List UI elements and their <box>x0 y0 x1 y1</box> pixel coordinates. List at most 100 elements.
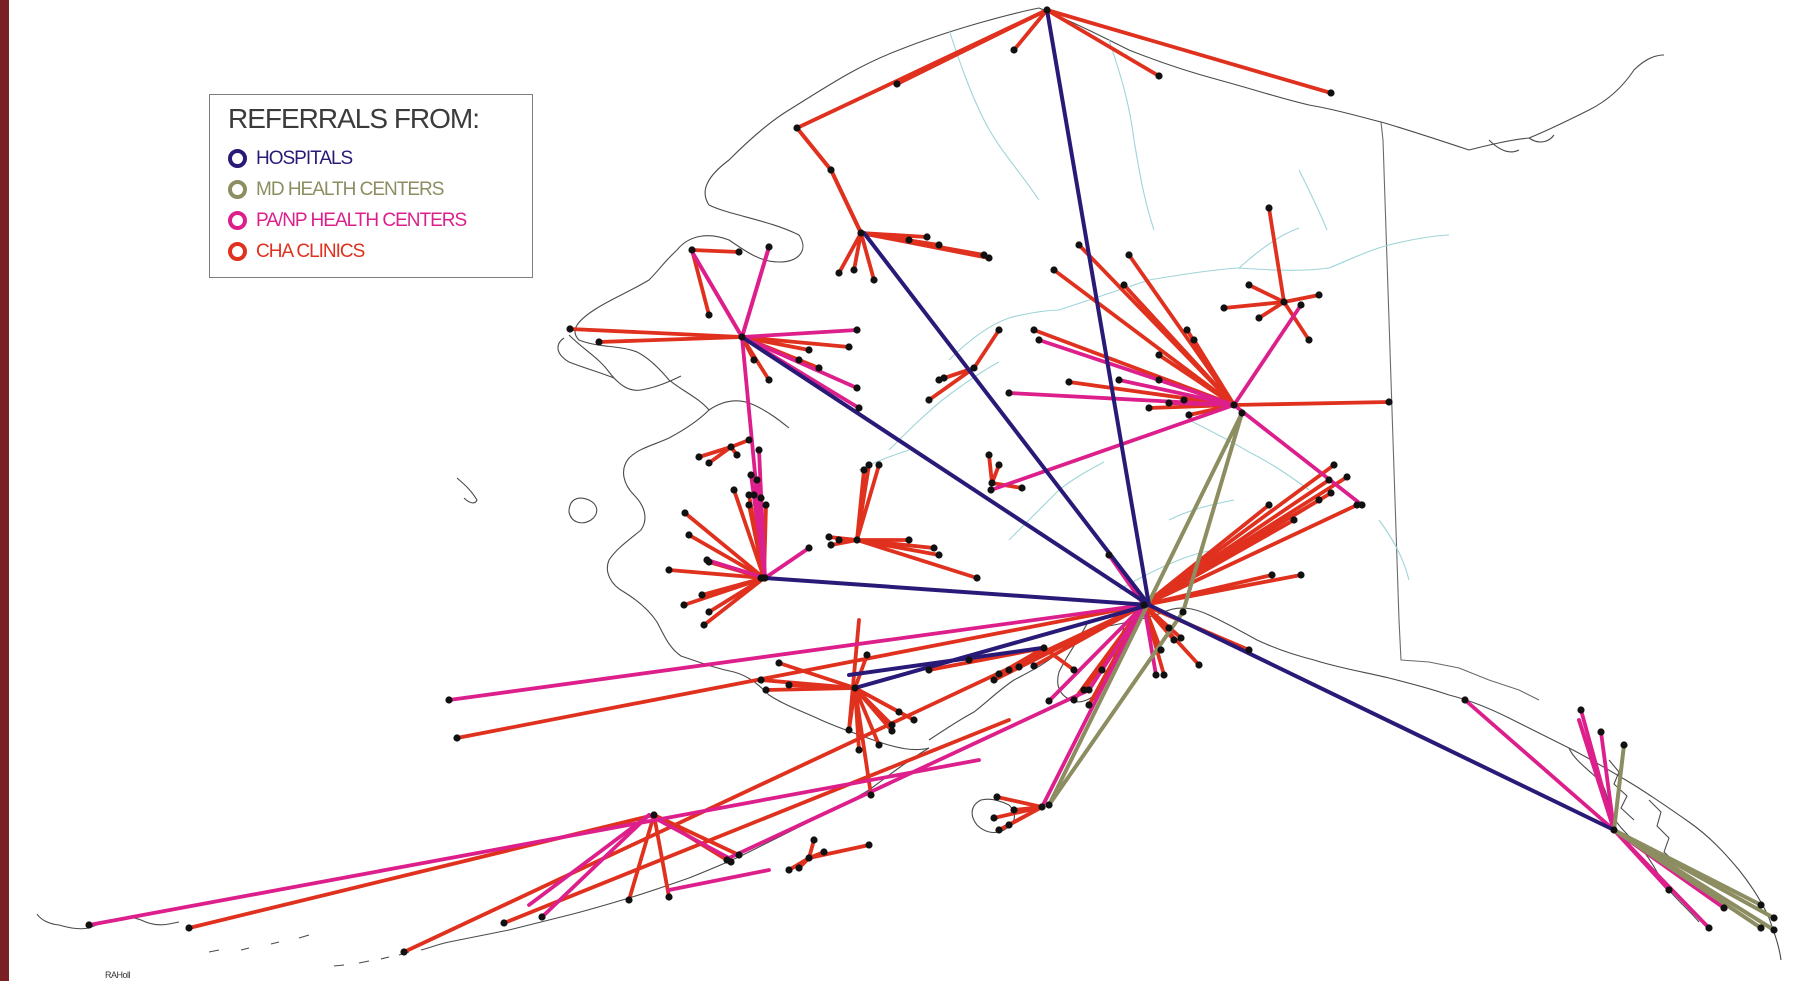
community-point <box>795 864 803 872</box>
cha-clinic-referral-line <box>687 533 766 580</box>
pa-np-referral-line <box>1232 303 1303 407</box>
community-point <box>1620 741 1628 749</box>
community-point <box>1343 473 1351 481</box>
community-point <box>1265 204 1273 212</box>
md-center-referral-line <box>1047 610 1185 807</box>
pa-np-referral-line <box>87 758 981 927</box>
community-point <box>865 841 873 849</box>
community-point <box>1030 662 1038 670</box>
community-point <box>1770 914 1778 922</box>
pa-np-referral-line <box>447 603 1146 702</box>
community-point <box>1010 46 1018 54</box>
cha-clinic-referral-line <box>1267 206 1286 304</box>
cha-clinic-referral-line <box>807 843 871 860</box>
community-point <box>1195 661 1203 669</box>
community-point <box>925 396 933 404</box>
community-point <box>810 836 818 844</box>
cha-clinic-referral-line <box>855 463 881 542</box>
community-point <box>865 461 873 469</box>
cha-clinic-referral-line <box>568 327 744 339</box>
pa-np-referral-line <box>1037 338 1236 407</box>
legend-label: PA/NP HEALTH CENTERS <box>256 209 467 231</box>
cha-clinic-referral-line <box>1247 283 1286 304</box>
author-credit: RAHoll <box>105 970 131 980</box>
community-point <box>1140 601 1148 609</box>
community-point <box>85 921 93 929</box>
legend-item-hospitals: HOSPITALS <box>228 143 532 174</box>
pa-np-referral-line <box>1612 828 1671 892</box>
community-point <box>757 574 765 582</box>
md-center-referral-line <box>1181 411 1244 614</box>
community-point <box>1155 376 1163 384</box>
pa-np-referral-line <box>667 868 771 892</box>
pa-np-referral-line <box>1142 603 1158 677</box>
community-point <box>805 854 813 862</box>
community-point <box>1075 241 1083 249</box>
community-point <box>765 243 773 251</box>
community-point <box>1297 301 1305 309</box>
cha-clinic-referral-line <box>1042 646 1076 672</box>
community-point <box>827 166 835 174</box>
hospital-referral-line <box>1045 8 1151 607</box>
community-point <box>1038 803 1046 811</box>
ring-icon <box>228 242 247 261</box>
pa-np-referral-line <box>647 813 731 860</box>
community-point <box>1290 516 1298 524</box>
community-point <box>1080 686 1088 694</box>
legend-item-md-health-centers: MD HEALTH CENTERS <box>228 174 532 205</box>
community-point <box>1155 72 1163 80</box>
cha-clinic-referral-line <box>855 538 979 580</box>
community-point <box>875 461 883 469</box>
community-point <box>1305 336 1313 344</box>
cha-clinic-referral-line <box>1257 300 1286 320</box>
legend-item-cha-clinics: CHA CLINICS <box>228 236 532 267</box>
cha-clinic-referral-line <box>597 335 744 344</box>
community-point <box>1005 821 1013 829</box>
community-point <box>827 541 835 549</box>
community-point <box>1245 281 1253 289</box>
community-point <box>835 536 843 544</box>
community-point <box>1610 826 1618 834</box>
pa-np-referral-line <box>1047 603 1146 703</box>
community-point <box>1070 666 1078 674</box>
cha-clinic-referral-line <box>652 813 741 857</box>
cha-clinic-referral-line <box>1282 300 1311 342</box>
community-point <box>745 436 753 444</box>
community-point <box>757 494 765 502</box>
community-point <box>400 948 408 956</box>
pa-np-referral-line <box>1040 603 1146 809</box>
community-point <box>1665 886 1673 894</box>
community-point <box>888 721 896 729</box>
community-point <box>735 851 743 859</box>
community-point <box>1035 336 1043 344</box>
pa-np-referral-line <box>689 248 744 339</box>
community-point <box>845 343 853 351</box>
md-center-referral-line <box>1612 828 1763 907</box>
community-point <box>1160 671 1168 679</box>
cha-clinic-referral-line <box>1282 293 1321 304</box>
community-point <box>762 501 770 509</box>
hospital-referral-line <box>853 603 1151 690</box>
md-center-referral-line <box>1047 411 1244 807</box>
community-point <box>910 716 918 724</box>
community-point <box>845 726 853 734</box>
community-point <box>1327 489 1335 497</box>
community-point <box>1245 646 1253 654</box>
community-point <box>727 858 735 866</box>
cha-clinic-referral-line <box>787 856 811 872</box>
community-point <box>1577 706 1585 714</box>
community-point <box>1770 926 1778 934</box>
community-point <box>995 670 1003 678</box>
cha-clinic-referral-line <box>995 795 1044 809</box>
community-point <box>1327 89 1335 97</box>
cha-clinic-referral-line <box>697 445 733 459</box>
community-point <box>1238 409 1246 417</box>
cha-clinic-referral-line <box>455 603 1146 740</box>
community-point <box>985 254 993 262</box>
community-point <box>1720 904 1728 912</box>
community-point <box>700 621 708 629</box>
legend-label: CHA CLINICS <box>256 240 365 262</box>
community-point <box>705 608 713 616</box>
cha-clinic-referral-line <box>740 335 811 352</box>
cha-clinic-referral-line <box>855 538 936 550</box>
